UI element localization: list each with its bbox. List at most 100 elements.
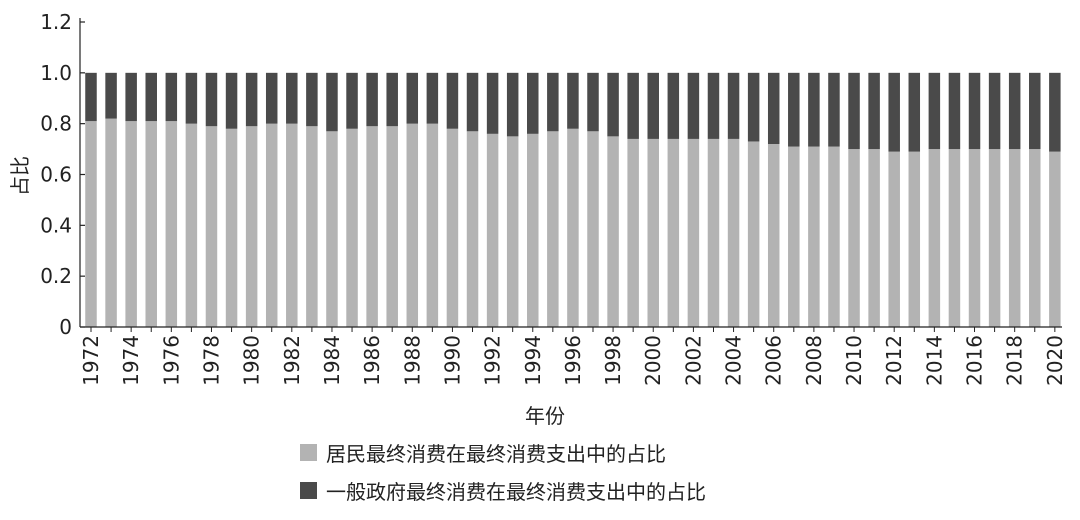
bar-household-2003	[707, 138, 720, 327]
bar-household-2001	[667, 138, 680, 327]
x-tick-label-1984: 1984	[320, 335, 344, 386]
bar-government-2017	[988, 72, 1001, 150]
y-tick-label-1.0: 1.0	[40, 61, 72, 85]
x-axis-title: 年份	[525, 404, 565, 428]
bar-government-1982	[286, 72, 298, 124]
bar-household-2000	[647, 138, 659, 327]
bar-household-1999	[627, 138, 639, 327]
bar-household-1982	[286, 123, 298, 327]
bar-household-2018	[1008, 149, 1021, 327]
bar-household-1994	[527, 133, 539, 327]
bar-household-2009	[828, 146, 840, 327]
bar-household-1990	[446, 128, 459, 327]
bar-government-1986	[366, 72, 378, 127]
bar-household-1991	[466, 131, 479, 327]
bar-household-1984	[326, 131, 338, 327]
bar-government-2019	[1029, 72, 1041, 150]
bar-household-2014	[928, 149, 941, 327]
bar-government-1990	[446, 72, 459, 129]
x-tick-label-1982: 1982	[280, 335, 304, 386]
y-tick-label-0.2: 0.2	[40, 264, 72, 288]
bar-government-2008	[808, 72, 820, 147]
x-tick-label-2016: 2016	[963, 335, 987, 386]
bar-government-1997	[587, 72, 599, 132]
bar-household-1981	[265, 123, 278, 327]
bar-government-2000	[647, 72, 659, 139]
x-tick-label-2014: 2014	[922, 335, 946, 386]
x-tick-label-2020: 2020	[1043, 335, 1067, 386]
bar-government-2002	[687, 72, 700, 139]
bar-household-1988	[406, 123, 419, 327]
legend-swatch-household	[300, 443, 317, 461]
x-tick-label-1996: 1996	[561, 335, 585, 386]
bar-government-2013	[908, 72, 921, 152]
bar-household-1989	[426, 123, 439, 327]
bar-household-1978	[205, 126, 218, 328]
bar-household-1995	[547, 131, 559, 327]
x-tick-label-1988: 1988	[400, 335, 424, 386]
x-tick-label-2008: 2008	[802, 335, 826, 386]
bar-household-1998	[607, 136, 619, 328]
bar-household-1980	[245, 126, 258, 328]
stacked-bar-chart: 0 0.2 0.4 0.6 0.8 1.0 1.2 1972 1974 1976 1978 1980 1…	[8, 10, 1067, 428]
bar-household-1983	[306, 126, 318, 328]
bar-government-1976	[165, 72, 178, 122]
bar-government-1999	[627, 72, 639, 139]
bar-household-1993	[506, 136, 519, 328]
bar-government-2020	[1049, 72, 1061, 152]
bar-household-1986	[366, 126, 378, 328]
bar-government-2014	[928, 72, 941, 150]
bar-household-1973	[105, 118, 117, 327]
x-tick-label-1972: 1972	[79, 335, 103, 386]
x-tick-label-1992: 1992	[481, 335, 505, 386]
bar-household-1996	[567, 128, 579, 327]
x-tick-label-2002: 2002	[681, 335, 705, 386]
legend: 居民最终消费在最终消费支出中的占比 一般政府最终消费在最终消费支出中的占比	[300, 433, 706, 509]
legend-swatch-government	[300, 481, 317, 499]
bar-government-1996	[567, 72, 579, 129]
y-tick-label-0: 0	[59, 315, 72, 339]
y-tick-label-0.4: 0.4	[40, 213, 72, 237]
bar-government-1992	[486, 72, 499, 134]
bar-household-1997	[587, 131, 599, 327]
bar-government-1998	[607, 72, 619, 137]
bar-household-1987	[386, 126, 398, 328]
bar-household-2012	[888, 151, 900, 328]
bar-government-1989	[426, 72, 439, 124]
bar-household-2006	[767, 144, 780, 327]
bar-government-2015	[948, 72, 961, 150]
bar-government-1993	[506, 72, 519, 137]
bar-household-2010	[848, 149, 860, 327]
y-axis-title: 占比	[8, 156, 32, 196]
x-tick-label-2006: 2006	[762, 335, 786, 386]
bar-government-1994	[527, 72, 539, 134]
x-tick-label-1998: 1998	[601, 335, 625, 386]
bar-government-1979	[225, 72, 238, 129]
x-tick-label-1990: 1990	[440, 335, 464, 386]
bar-government-2010	[848, 72, 860, 150]
x-tick-label-2018: 2018	[1003, 335, 1027, 386]
legend-label-government: 一般政府最终消费在最终消费支出中的占比	[326, 479, 706, 504]
bar-household-2005	[747, 141, 760, 327]
bar-government-1973	[105, 72, 117, 119]
y-tick-label-1.2: 1.2	[40, 10, 72, 34]
x-tick-label-2000: 2000	[641, 335, 665, 386]
bar-government-2011	[868, 72, 880, 150]
bar-government-1978	[205, 72, 218, 127]
bar-government-2009	[828, 72, 840, 147]
bar-household-2020	[1049, 151, 1061, 328]
x-tick-label-1974: 1974	[119, 335, 143, 386]
bar-household-1975	[145, 121, 157, 328]
bar-government-1981	[265, 72, 278, 124]
bar-household-2004	[727, 138, 740, 327]
bar-household-1976	[165, 121, 178, 328]
bar-government-2001	[667, 72, 680, 139]
bar-household-2011	[868, 149, 880, 327]
bar-government-1987	[386, 72, 398, 127]
bar-government-2016	[968, 72, 981, 150]
x-tick-label-2004: 2004	[722, 335, 746, 386]
y-tick-label-0.8: 0.8	[40, 112, 72, 136]
bar-government-2003	[707, 72, 720, 139]
bar-government-2005	[747, 72, 760, 142]
